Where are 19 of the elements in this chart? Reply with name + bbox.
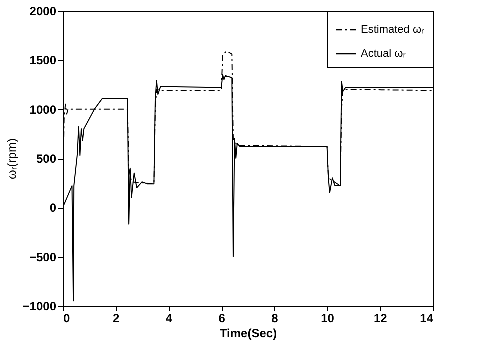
x-tick-label: 8 (272, 312, 279, 326)
x-axis-title: Time(Sec) (220, 326, 278, 340)
y-tick-label: 0 (50, 201, 57, 216)
legend-label: Actual ωᵣ (361, 48, 406, 60)
y-tick-label: 2000 (30, 4, 57, 18)
y-axis-title: ωᵣ(rpm) (4, 138, 19, 180)
y-tick-label: 500 (36, 152, 57, 166)
x-tick-label: 10 (321, 312, 335, 326)
x-tick-label: 6 (218, 312, 226, 326)
x-tick-label: 2 (113, 312, 120, 326)
x-tick-label: 12 (374, 312, 388, 326)
y-tick-label: 1500 (30, 54, 57, 68)
legend-label: Estimated ωᵣ (361, 24, 425, 36)
y-tick-label: −1000 (22, 300, 57, 314)
y-tick-label: 1000 (30, 102, 57, 117)
y-tick-label: −500 (29, 250, 57, 264)
x-tick-label: 4 (166, 312, 173, 326)
x-tick-label: 0 (64, 312, 70, 326)
x-tick-label: 14 (420, 312, 434, 326)
